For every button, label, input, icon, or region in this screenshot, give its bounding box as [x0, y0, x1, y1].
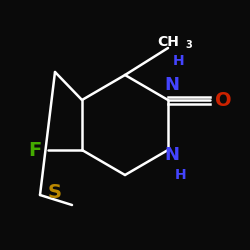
Text: H: H — [175, 168, 186, 182]
Text: S: S — [48, 182, 62, 202]
Text: CH: CH — [157, 35, 179, 49]
Text: O: O — [215, 90, 232, 110]
Text: F: F — [29, 140, 42, 160]
Text: 3: 3 — [185, 40, 192, 50]
Text: N: N — [164, 146, 179, 164]
Text: N: N — [164, 76, 179, 94]
Text: H: H — [173, 54, 184, 68]
